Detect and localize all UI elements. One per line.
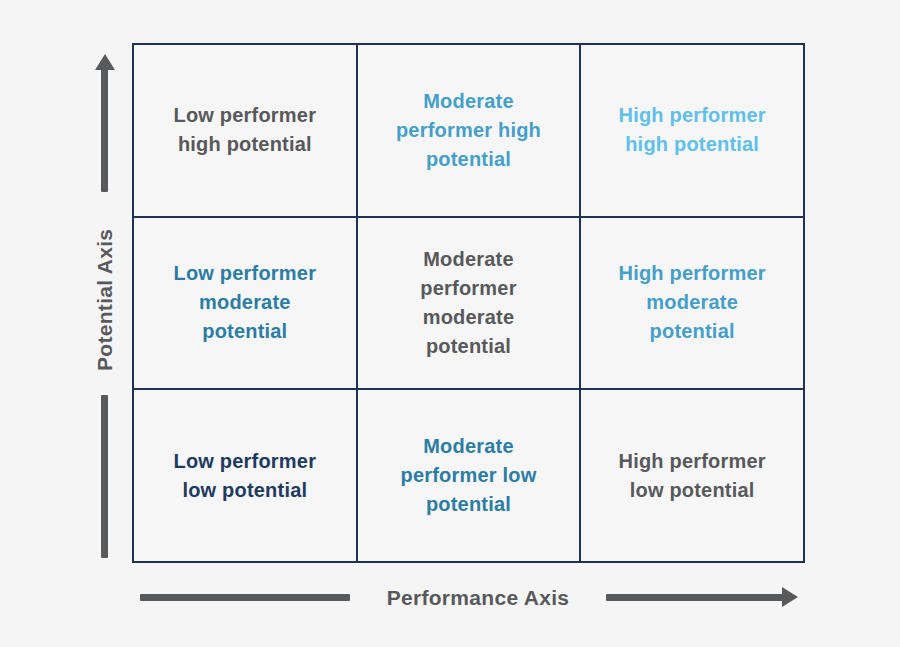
cell-high-performer-low-potential: High performer low potential [581,390,803,561]
cell-label: High performer low potential [609,447,775,505]
cell-high-performer-high-potential: High performer high potential [581,45,803,216]
cell-moderate-performer-high-potential: Moderate performer high potential [358,45,580,216]
cell-moderate-performer-moderate-potential: Moderate performer moderate potential [358,218,580,389]
cell-high-performer-moderate-potential: High performer moderate potential [581,218,803,389]
cell-moderate-performer-low-potential: Moderate performer low potential [358,390,580,561]
nine-box-matrix-diagram: Potential Axis Performance Axis Low perf… [0,0,900,647]
cell-label: Low performer low potential [162,447,328,505]
cell-label: Moderate performer moderate potential [412,245,524,361]
cell-label: Low performer high potential [162,101,328,159]
performance-axis-label: Performance Axis [350,584,606,612]
cell-label: Moderate performer low potential [385,432,551,519]
matrix-grid: Low performer high potential Moderate pe… [132,43,805,563]
cell-label: High performer moderate potential [609,259,775,346]
cell-low-performer-high-potential: Low performer high potential [134,45,356,216]
potential-axis-lower-segment [101,395,108,558]
performance-axis-arrowhead-right-icon [782,587,798,607]
potential-axis-label: Potential Axis [82,200,128,400]
cell-label: Moderate performer high potential [385,87,551,174]
potential-axis-upper-segment [101,69,108,192]
performance-axis-right-segment [606,594,783,601]
cell-label: High performer high potential [609,101,775,159]
performance-axis-left-segment [140,594,350,601]
cell-low-performer-low-potential: Low performer low potential [134,390,356,561]
cell-low-performer-moderate-potential: Low performer moderate potential [134,218,356,389]
cell-label: Low performer moderate potential [162,259,328,346]
potential-axis-arrowhead-up-icon [95,54,115,70]
